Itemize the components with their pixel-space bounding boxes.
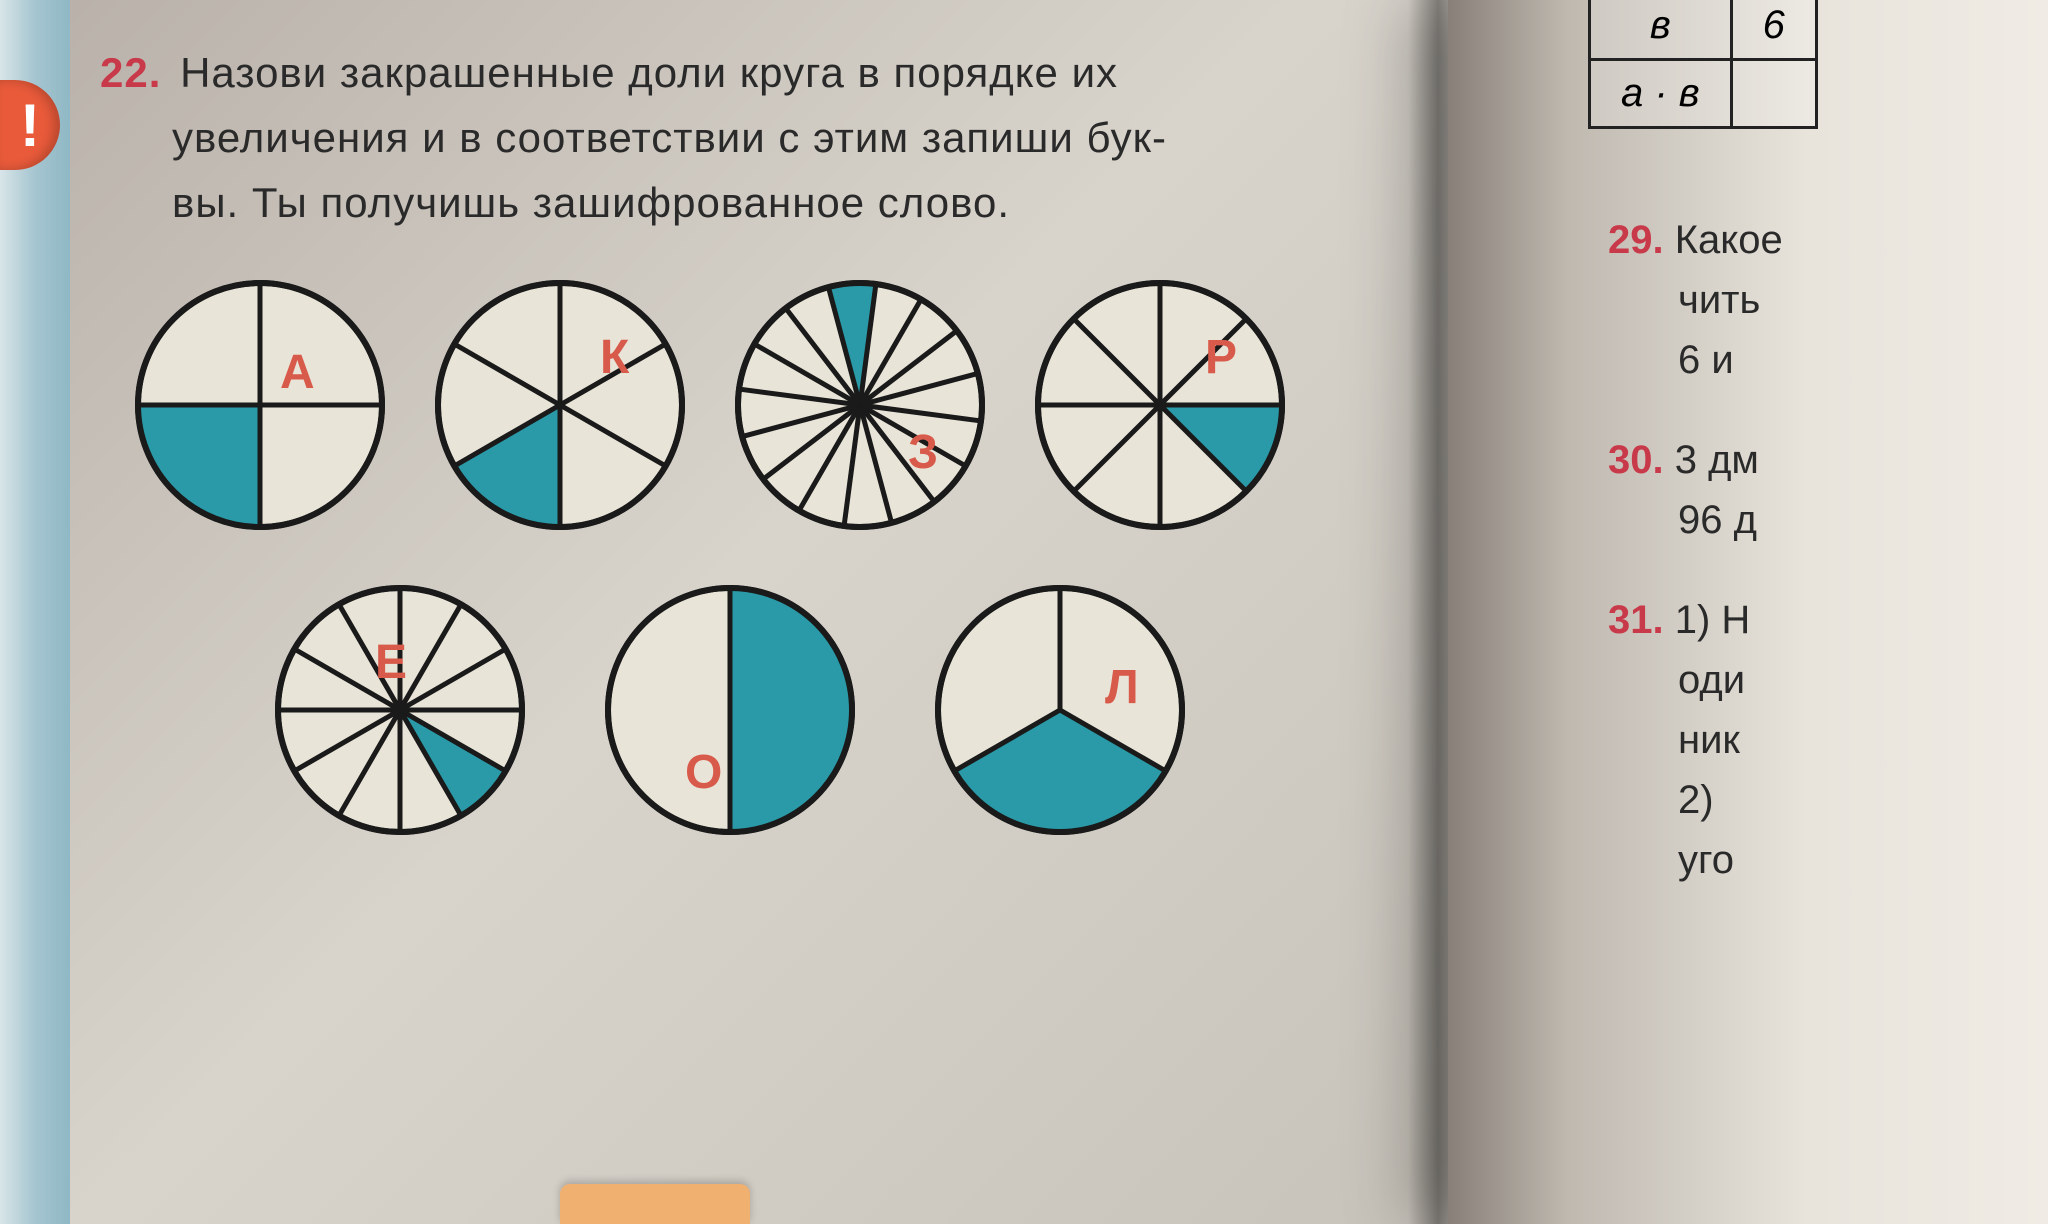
table-cell: в [1590, 0, 1732, 60]
page-left-edge [0, 0, 70, 1224]
circle-letter: К [600, 330, 629, 385]
problem-31: 31. 1) Н оди ник 2) уго [1608, 590, 1783, 890]
circle-letter: Л [1105, 660, 1139, 715]
circle-letter: О [685, 745, 722, 800]
right-page-problems: 29. Какое чить 6 и 30. 3 дм 96 д 31. 1) … [1608, 210, 1783, 930]
problem-29: 29. Какое чить 6 и [1608, 210, 1783, 390]
circle-letter: Е [375, 635, 407, 690]
problem-line3: вы. Ты получишь зашифрованное слово. [172, 179, 1010, 226]
problem-line1: Назови закрашенные доли круга в порядке … [180, 49, 1118, 96]
right-page: в 6 а · в 29. Какое чить 6 и 30. 3 дм 96… [1448, 0, 2048, 1224]
problem-number: 22. [100, 49, 161, 96]
circle-a: А [130, 275, 390, 535]
table-cell: а · в [1590, 60, 1732, 128]
exclaim-icon: ! [20, 91, 40, 160]
circle-k: К [430, 275, 690, 535]
problem-text: 22. Назови закрашенные доли круга в поря… [100, 40, 1380, 235]
circle-letter: А [280, 345, 315, 400]
circle-z: З [730, 275, 990, 535]
circle-l: Л [930, 580, 1190, 840]
circle-e: Е [270, 580, 530, 840]
circle-letter: Р [1205, 330, 1237, 385]
problem-30: 30. 3 дм 96 д [1608, 430, 1783, 550]
page-tab [560, 1184, 750, 1224]
circle-o: О [600, 580, 860, 840]
circle-letter: З [908, 425, 938, 480]
table-cell: 6 [1731, 0, 1816, 60]
right-table: в 6 а · в [1588, 0, 1818, 129]
circle-r: Р [1030, 275, 1290, 535]
problem-line2: увеличения и в соответствии с этим запиш… [172, 114, 1167, 161]
circles-row-2: Е О Л [270, 580, 1380, 840]
problem-22: 22. Назови закрашенные доли круга в поря… [100, 40, 1380, 840]
circles-row-1: А К З Р [130, 275, 1380, 535]
table-cell [1731, 60, 1816, 128]
